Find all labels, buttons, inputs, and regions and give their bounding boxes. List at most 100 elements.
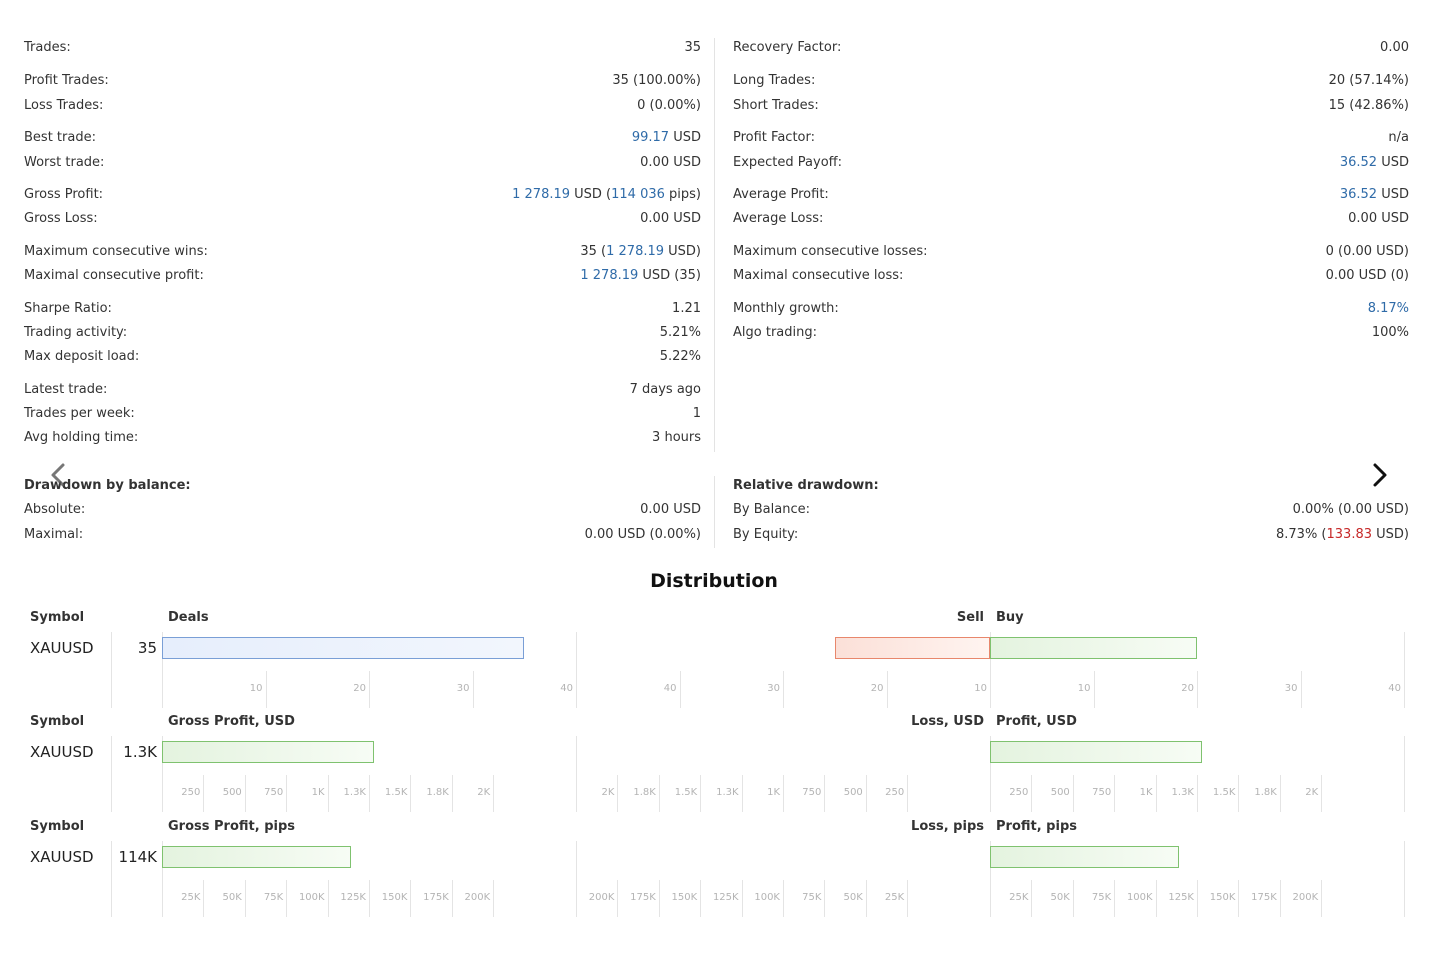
stat-value: 15 (42.86%): [1329, 96, 1409, 116]
stat-value-part: 36.52: [1339, 187, 1378, 202]
tick-label: 20: [1181, 683, 1194, 694]
grid-line: [286, 775, 288, 812]
stat-row-right: Maximum consecutive losses: 0 (0.00 USD): [733, 242, 1409, 262]
left-chart-header: Gross Profit, USD: [168, 714, 295, 729]
stat-value-part: 0.00 USD: [1348, 211, 1409, 226]
stat-value-part: 3 hours: [652, 430, 701, 445]
stat-row-left: Maximal consecutive profit: 1 278.19 USD …: [24, 266, 701, 286]
grid-line: [203, 880, 205, 917]
tick-label: 25K: [884, 892, 905, 903]
positive-bar: [990, 846, 1179, 868]
stat-value-part: 133.83: [1326, 527, 1373, 542]
negative-header: Loss, USD: [911, 714, 984, 729]
stat-value: 8.17%: [1368, 299, 1409, 319]
stat-label: Profit Trades:: [24, 73, 109, 88]
next-slide-button[interactable]: [1365, 460, 1395, 490]
grid-line: [1321, 880, 1323, 917]
stat-value-part: 0.00 USD: [640, 211, 701, 226]
stat-value-part: 15 (42.86%): [1328, 98, 1409, 113]
tick-label: 40: [663, 683, 677, 694]
stat-label: Profit Factor:: [733, 130, 815, 145]
tick-label: 100K: [754, 892, 780, 903]
stat-value-part: 5.21%: [659, 325, 701, 340]
grid-line: [907, 880, 909, 917]
stat-label: Max deposit load:: [24, 349, 140, 364]
stat-label: Worst trade:: [24, 155, 105, 170]
axis-line: [990, 632, 991, 708]
grid-line: [700, 775, 702, 812]
tick-label: 175K: [630, 892, 656, 903]
tick-label: 200K: [1292, 892, 1319, 903]
negative-header: Sell: [956, 610, 984, 625]
symbol-total: 1.3K: [123, 743, 157, 761]
grid-line: [907, 775, 909, 812]
stat-value-part: 114 036: [611, 187, 665, 202]
column-divider: [714, 476, 715, 548]
stat-value-part: 0 (0.00 USD): [1325, 244, 1409, 259]
grid-line: [203, 775, 205, 812]
tick-label: 1K: [311, 787, 325, 798]
stat-value: 0 (0.00%): [637, 96, 701, 116]
tick-label: 50K: [222, 892, 242, 903]
grid-line: [265, 671, 267, 708]
stat-value: 35 (100.00%): [612, 71, 701, 91]
stat-label: Trading activity:: [24, 325, 128, 340]
stat-value-part: USD: [1377, 155, 1409, 170]
stat-value-part: 1: [692, 406, 701, 421]
stat-value: 0.00 USD: [640, 500, 701, 520]
stat-label: Gross Profit:: [24, 187, 104, 202]
grid-line: [327, 880, 329, 917]
left-bar: [162, 741, 374, 763]
stat-value-part: 99.17: [631, 130, 670, 145]
stat-value-part: pips): [664, 187, 701, 202]
grid-line: [1321, 775, 1323, 812]
grid-line: [244, 775, 246, 812]
stat-row-left: Profit Trades: 35 (100.00%): [24, 71, 701, 91]
grid-line: [369, 880, 370, 917]
grid-line: [617, 880, 619, 917]
stat-value-part: 1 278.19: [606, 244, 665, 259]
stat-row-left: Trades per week: 1: [24, 404, 701, 424]
left-bar: [162, 637, 525, 659]
left-chart-header: Deals: [168, 610, 209, 625]
drawdown-by-balance-title: Drawdown by balance:: [24, 478, 191, 493]
stat-row-left: Gross Profit: 1 278.19 USD (114 036 pips): [24, 185, 701, 205]
tick-label: 150K: [381, 892, 408, 903]
tick-label: 75K: [263, 892, 284, 903]
stat-label: Latest trade:: [24, 382, 108, 397]
tick-label: 40: [1388, 683, 1401, 694]
stat-value-part: 8.17%: [1367, 301, 1409, 316]
drawdown-row-right: By Balance: 0.00% (0.00 USD): [733, 500, 1409, 520]
grid-line: [1238, 775, 1240, 812]
tick-label: 75K: [1091, 892, 1112, 903]
grid-line: [1279, 880, 1281, 917]
tick-label: 50K: [843, 892, 863, 903]
stat-label: Maximal consecutive loss:: [733, 268, 904, 283]
drawdown-row-left: Absolute: 0.00 USD: [24, 500, 701, 520]
tick-label: 500: [1050, 787, 1070, 798]
stat-value: 20 (57.14%): [1329, 71, 1409, 91]
tick-label: 75K: [802, 892, 822, 903]
stat-value-part: n/a: [1388, 130, 1409, 145]
grid-line: [451, 880, 453, 917]
stat-label: Avg holding time:: [24, 430, 139, 445]
stat-value-part: USD: [1377, 187, 1409, 202]
stat-label: Trades:: [24, 40, 71, 55]
tick-label: 200K: [464, 892, 491, 903]
grid-line: [493, 880, 495, 917]
axis-line: [1404, 736, 1405, 812]
stat-row-left: Latest trade: 7 days ago: [24, 380, 701, 400]
distribution-title: Distribution: [650, 570, 778, 592]
stat-value-part: 7 days ago: [629, 382, 701, 397]
stat-row-left: Best trade: 99.17 USD: [24, 128, 701, 148]
tick-label: 1.3K: [1171, 787, 1194, 798]
stat-value-part: USD (35): [638, 268, 701, 283]
tick-label: 175K: [423, 892, 449, 903]
stat-value: 1 278.19 USD (35): [580, 266, 701, 286]
stat-label: Expected Payoff:: [733, 155, 842, 170]
grid-line: [1197, 880, 1198, 917]
prev-slide-button[interactable]: [44, 460, 74, 490]
left-bar: [162, 846, 351, 868]
axis-line: [576, 841, 577, 917]
stat-value: 3 hours: [652, 428, 701, 448]
